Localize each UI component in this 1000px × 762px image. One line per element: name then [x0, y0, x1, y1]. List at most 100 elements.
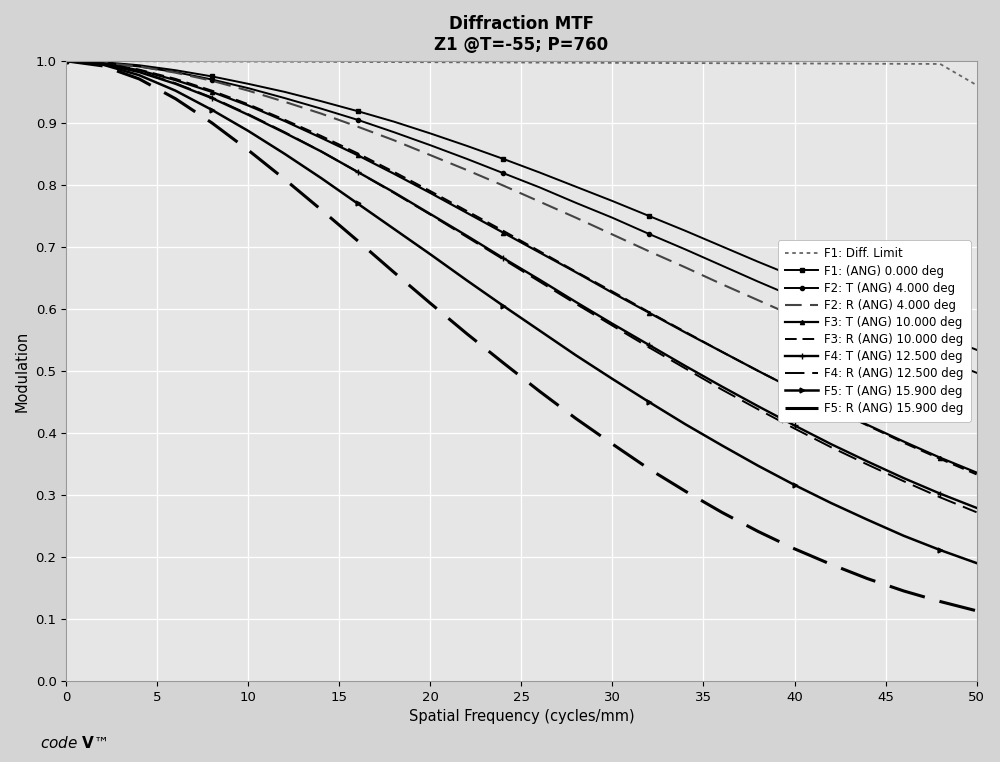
F5: T (ANG) 15.900 deg: (26, 0.565): T (ANG) 15.900 deg: (26, 0.565)	[534, 326, 546, 335]
F3: T (ANG) 10.000 deg: (28, 0.659): T (ANG) 10.000 deg: (28, 0.659)	[570, 267, 582, 277]
F2: R (ANG) 4.000 deg: (44, 0.537): R (ANG) 4.000 deg: (44, 0.537)	[861, 344, 873, 353]
F5: T (ANG) 15.900 deg: (24, 0.605): T (ANG) 15.900 deg: (24, 0.605)	[497, 301, 509, 310]
F3: R (ANG) 10.000 deg: (14, 0.879): R (ANG) 10.000 deg: (14, 0.879)	[315, 131, 327, 140]
F3: R (ANG) 10.000 deg: (6, 0.971): R (ANG) 10.000 deg: (6, 0.971)	[170, 75, 182, 84]
F1: (ANG) 0.000 deg: (20, 0.883): (ANG) 0.000 deg: (20, 0.883)	[424, 129, 436, 138]
F4: R (ANG) 12.500 deg: (46, 0.322): R (ANG) 12.500 deg: (46, 0.322)	[898, 477, 910, 486]
F4: T (ANG) 12.500 deg: (28, 0.611): T (ANG) 12.500 deg: (28, 0.611)	[570, 297, 582, 306]
F3: R (ANG) 10.000 deg: (12, 0.905): R (ANG) 10.000 deg: (12, 0.905)	[279, 115, 291, 124]
F1: (ANG) 0.000 deg: (18, 0.902): (ANG) 0.000 deg: (18, 0.902)	[388, 117, 400, 126]
Title: Diffraction MTF
Z1 @T=-55; P=760: Diffraction MTF Z1 @T=-55; P=760	[434, 15, 608, 54]
F5: T (ANG) 15.900 deg: (34, 0.414): T (ANG) 15.900 deg: (34, 0.414)	[679, 420, 691, 429]
F5: R (ANG) 15.900 deg: (32, 0.342): R (ANG) 15.900 deg: (32, 0.342)	[643, 464, 655, 473]
F1: Diff. Limit: (26, 0.997): Diff. Limit: (26, 0.997)	[534, 58, 546, 67]
F4: T (ANG) 12.500 deg: (42, 0.382): T (ANG) 12.500 deg: (42, 0.382)	[825, 440, 837, 449]
F3: T (ANG) 10.000 deg: (20, 0.787): T (ANG) 10.000 deg: (20, 0.787)	[424, 188, 436, 197]
F2: R (ANG) 4.000 deg: (32, 0.693): R (ANG) 4.000 deg: (32, 0.693)	[643, 247, 655, 256]
F3: R (ANG) 10.000 deg: (42, 0.44): R (ANG) 10.000 deg: (42, 0.44)	[825, 404, 837, 413]
Line: F1: Diff. Limit: F1: Diff. Limit	[66, 61, 977, 85]
F1: Diff. Limit: (46, 0.995): Diff. Limit: (46, 0.995)	[898, 59, 910, 69]
F1: (ANG) 0.000 deg: (40, 0.652): (ANG) 0.000 deg: (40, 0.652)	[789, 272, 801, 281]
F5: R (ANG) 15.900 deg: (18, 0.659): R (ANG) 15.900 deg: (18, 0.659)	[388, 267, 400, 277]
F1: (ANG) 0.000 deg: (6, 0.985): (ANG) 0.000 deg: (6, 0.985)	[170, 66, 182, 75]
F3: T (ANG) 10.000 deg: (22, 0.755): T (ANG) 10.000 deg: (22, 0.755)	[461, 208, 473, 217]
F3: R (ANG) 10.000 deg: (8, 0.952): R (ANG) 10.000 deg: (8, 0.952)	[206, 86, 218, 95]
F4: T (ANG) 12.500 deg: (48, 0.302): T (ANG) 12.500 deg: (48, 0.302)	[934, 489, 946, 498]
Line: F1: (ANG) 0.000 deg: F1: (ANG) 0.000 deg	[64, 59, 979, 352]
F2: R (ANG) 4.000 deg: (12, 0.934): R (ANG) 4.000 deg: (12, 0.934)	[279, 98, 291, 107]
F4: R (ANG) 12.500 deg: (40, 0.407): R (ANG) 12.500 deg: (40, 0.407)	[789, 424, 801, 433]
F3: T (ANG) 10.000 deg: (42, 0.441): T (ANG) 10.000 deg: (42, 0.441)	[825, 403, 837, 412]
Line: F5: R (ANG) 15.900 deg: F5: R (ANG) 15.900 deg	[66, 61, 977, 611]
F2: T (ANG) 4.000 deg: (34, 0.696): T (ANG) 4.000 deg: (34, 0.696)	[679, 245, 691, 254]
F1: (ANG) 0.000 deg: (46, 0.58): (ANG) 0.000 deg: (46, 0.58)	[898, 317, 910, 326]
F4: T (ANG) 12.500 deg: (32, 0.542): T (ANG) 12.500 deg: (32, 0.542)	[643, 341, 655, 350]
Line: F2: R (ANG) 4.000 deg: F2: R (ANG) 4.000 deg	[66, 61, 977, 393]
F2: T (ANG) 4.000 deg: (32, 0.721): T (ANG) 4.000 deg: (32, 0.721)	[643, 229, 655, 239]
F2: R (ANG) 4.000 deg: (36, 0.64): R (ANG) 4.000 deg: (36, 0.64)	[716, 280, 728, 289]
F2: T (ANG) 4.000 deg: (42, 0.594): T (ANG) 4.000 deg: (42, 0.594)	[825, 308, 837, 317]
F3: T (ANG) 10.000 deg: (32, 0.594): T (ANG) 10.000 deg: (32, 0.594)	[643, 308, 655, 317]
F5: R (ANG) 15.900 deg: (12, 0.809): R (ANG) 15.900 deg: (12, 0.809)	[279, 174, 291, 184]
F3: R (ANG) 10.000 deg: (44, 0.412): R (ANG) 10.000 deg: (44, 0.412)	[861, 421, 873, 430]
F5: R (ANG) 15.900 deg: (40, 0.213): R (ANG) 15.900 deg: (40, 0.213)	[789, 544, 801, 553]
Line: F3: T (ANG) 10.000 deg: F3: T (ANG) 10.000 deg	[64, 59, 979, 475]
F3: T (ANG) 10.000 deg: (10, 0.928): T (ANG) 10.000 deg: (10, 0.928)	[242, 101, 254, 110]
F2: R (ANG) 4.000 deg: (34, 0.667): R (ANG) 4.000 deg: (34, 0.667)	[679, 263, 691, 272]
F3: T (ANG) 10.000 deg: (2, 0.996): T (ANG) 10.000 deg: (2, 0.996)	[97, 59, 109, 68]
F5: T (ANG) 15.900 deg: (48, 0.211): T (ANG) 15.900 deg: (48, 0.211)	[934, 546, 946, 555]
F5: R (ANG) 15.900 deg: (10, 0.856): R (ANG) 15.900 deg: (10, 0.856)	[242, 146, 254, 155]
F2: R (ANG) 4.000 deg: (4, 0.991): R (ANG) 4.000 deg: (4, 0.991)	[133, 62, 145, 71]
F1: (ANG) 0.000 deg: (2, 0.998): (ANG) 0.000 deg: (2, 0.998)	[97, 58, 109, 67]
F3: R (ANG) 10.000 deg: (2, 0.996): R (ANG) 10.000 deg: (2, 0.996)	[97, 59, 109, 68]
F2: R (ANG) 4.000 deg: (26, 0.773): R (ANG) 4.000 deg: (26, 0.773)	[534, 197, 546, 207]
F5: R (ANG) 15.900 deg: (44, 0.165): R (ANG) 15.900 deg: (44, 0.165)	[861, 574, 873, 583]
F1: Diff. Limit: (2, 1): Diff. Limit: (2, 1)	[97, 56, 109, 66]
F5: R (ANG) 15.900 deg: (50, 0.113): R (ANG) 15.900 deg: (50, 0.113)	[971, 607, 983, 616]
F5: T (ANG) 15.900 deg: (6, 0.952): T (ANG) 15.900 deg: (6, 0.952)	[170, 86, 182, 95]
F5: T (ANG) 15.900 deg: (4, 0.977): T (ANG) 15.900 deg: (4, 0.977)	[133, 71, 145, 80]
F4: R (ANG) 12.500 deg: (20, 0.752): R (ANG) 12.500 deg: (20, 0.752)	[424, 210, 436, 219]
F5: T (ANG) 15.900 deg: (30, 0.487): T (ANG) 15.900 deg: (30, 0.487)	[606, 374, 618, 383]
F4: R (ANG) 12.500 deg: (18, 0.787): R (ANG) 12.500 deg: (18, 0.787)	[388, 188, 400, 197]
F3: T (ANG) 10.000 deg: (16, 0.848): T (ANG) 10.000 deg: (16, 0.848)	[352, 151, 364, 160]
F2: T (ANG) 4.000 deg: (46, 0.544): T (ANG) 4.000 deg: (46, 0.544)	[898, 339, 910, 348]
F2: R (ANG) 4.000 deg: (38, 0.614): R (ANG) 4.000 deg: (38, 0.614)	[752, 296, 764, 305]
F2: R (ANG) 4.000 deg: (46, 0.512): R (ANG) 4.000 deg: (46, 0.512)	[898, 359, 910, 368]
F1: Diff. Limit: (8, 0.999): Diff. Limit: (8, 0.999)	[206, 57, 218, 66]
F1: (ANG) 0.000 deg: (16, 0.919): (ANG) 0.000 deg: (16, 0.919)	[352, 107, 364, 116]
F1: Diff. Limit: (22, 0.998): Diff. Limit: (22, 0.998)	[461, 58, 473, 67]
F2: R (ANG) 4.000 deg: (16, 0.894): R (ANG) 4.000 deg: (16, 0.894)	[352, 122, 364, 131]
F4: T (ANG) 12.500 deg: (12, 0.884): T (ANG) 12.500 deg: (12, 0.884)	[279, 128, 291, 137]
F4: T (ANG) 12.500 deg: (18, 0.788): T (ANG) 12.500 deg: (18, 0.788)	[388, 187, 400, 197]
F3: R (ANG) 10.000 deg: (22, 0.758): R (ANG) 10.000 deg: (22, 0.758)	[461, 207, 473, 216]
F3: R (ANG) 10.000 deg: (28, 0.66): R (ANG) 10.000 deg: (28, 0.66)	[570, 267, 582, 277]
F5: R (ANG) 15.900 deg: (2, 0.992): R (ANG) 15.900 deg: (2, 0.992)	[97, 61, 109, 70]
F1: Diff. Limit: (4, 1): Diff. Limit: (4, 1)	[133, 56, 145, 66]
F3: R (ANG) 10.000 deg: (46, 0.384): R (ANG) 10.000 deg: (46, 0.384)	[898, 438, 910, 447]
F1: (ANG) 0.000 deg: (48, 0.557): (ANG) 0.000 deg: (48, 0.557)	[934, 331, 946, 340]
F1: Diff. Limit: (10, 0.999): Diff. Limit: (10, 0.999)	[242, 57, 254, 66]
F5: T (ANG) 15.900 deg: (18, 0.729): T (ANG) 15.900 deg: (18, 0.729)	[388, 224, 400, 233]
F1: Diff. Limit: (28, 0.997): Diff. Limit: (28, 0.997)	[570, 58, 582, 67]
F2: R (ANG) 4.000 deg: (8, 0.968): R (ANG) 4.000 deg: (8, 0.968)	[206, 76, 218, 85]
F3: R (ANG) 10.000 deg: (34, 0.563): R (ANG) 10.000 deg: (34, 0.563)	[679, 327, 691, 336]
F2: R (ANG) 4.000 deg: (18, 0.872): R (ANG) 4.000 deg: (18, 0.872)	[388, 136, 400, 145]
F4: T (ANG) 12.500 deg: (2, 0.995): T (ANG) 12.500 deg: (2, 0.995)	[97, 59, 109, 69]
F4: R (ANG) 12.500 deg: (12, 0.885): R (ANG) 12.500 deg: (12, 0.885)	[279, 127, 291, 136]
F1: (ANG) 0.000 deg: (26, 0.82): (ANG) 0.000 deg: (26, 0.82)	[534, 168, 546, 177]
F3: R (ANG) 10.000 deg: (48, 0.358): R (ANG) 10.000 deg: (48, 0.358)	[934, 454, 946, 463]
F2: T (ANG) 4.000 deg: (50, 0.497): T (ANG) 4.000 deg: (50, 0.497)	[971, 368, 983, 377]
F3: T (ANG) 10.000 deg: (44, 0.413): T (ANG) 10.000 deg: (44, 0.413)	[861, 421, 873, 430]
F4: T (ANG) 12.500 deg: (20, 0.753): T (ANG) 12.500 deg: (20, 0.753)	[424, 210, 436, 219]
F3: T (ANG) 10.000 deg: (30, 0.626): T (ANG) 10.000 deg: (30, 0.626)	[606, 288, 618, 297]
F2: T (ANG) 4.000 deg: (36, 0.67): T (ANG) 4.000 deg: (36, 0.67)	[716, 261, 728, 270]
F3: T (ANG) 10.000 deg: (4, 0.985): T (ANG) 10.000 deg: (4, 0.985)	[133, 66, 145, 75]
F4: R (ANG) 12.500 deg: (44, 0.349): R (ANG) 12.500 deg: (44, 0.349)	[861, 460, 873, 469]
F1: (ANG) 0.000 deg: (10, 0.963): (ANG) 0.000 deg: (10, 0.963)	[242, 79, 254, 88]
F4: T (ANG) 12.500 deg: (10, 0.913): T (ANG) 12.500 deg: (10, 0.913)	[242, 110, 254, 120]
F1: (ANG) 0.000 deg: (32, 0.75): (ANG) 0.000 deg: (32, 0.75)	[643, 211, 655, 220]
F2: R (ANG) 4.000 deg: (6, 0.981): R (ANG) 4.000 deg: (6, 0.981)	[170, 68, 182, 77]
F4: R (ANG) 12.500 deg: (10, 0.914): R (ANG) 12.500 deg: (10, 0.914)	[242, 110, 254, 119]
F3: T (ANG) 10.000 deg: (6, 0.969): T (ANG) 10.000 deg: (6, 0.969)	[170, 75, 182, 85]
